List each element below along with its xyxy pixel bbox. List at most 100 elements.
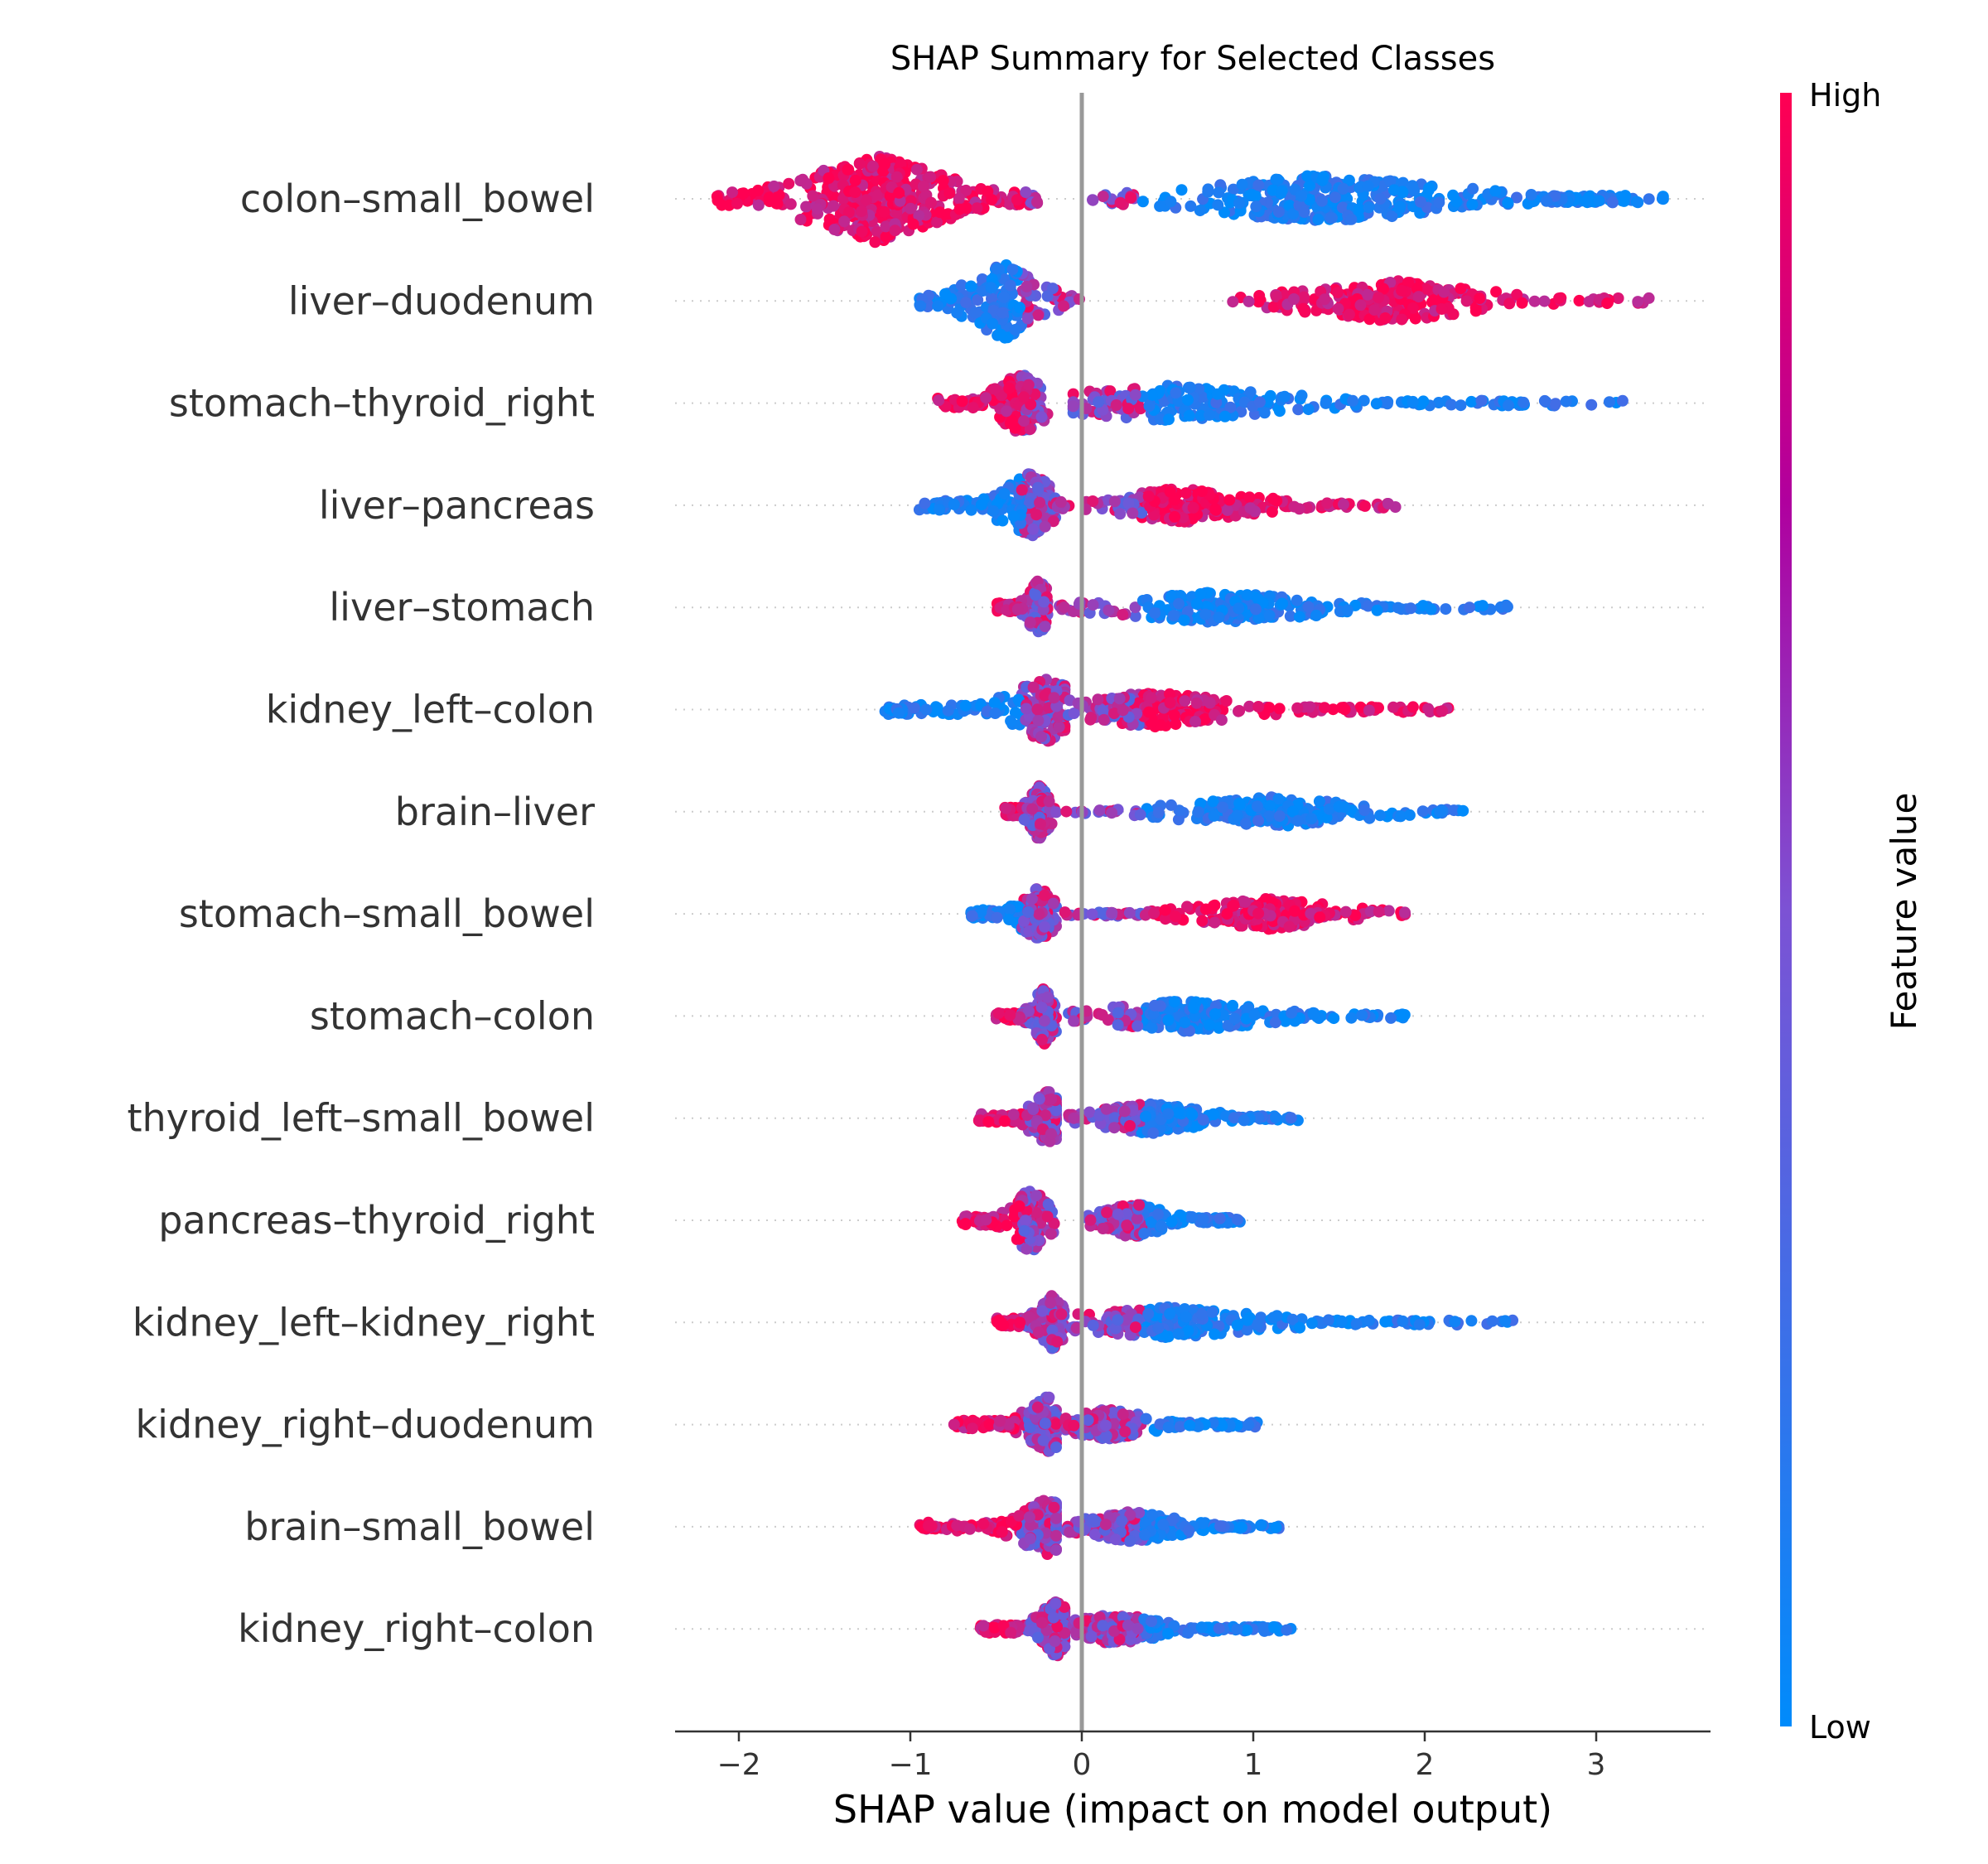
shap-point [1345,213,1358,225]
shap-point [1182,394,1194,406]
shap-point [866,160,879,172]
shap-point [1045,1093,1058,1105]
shap-point [1215,714,1228,727]
shap-point [1047,897,1059,910]
shap-point [1358,500,1371,512]
shap-point [794,214,807,225]
shap-point [1503,297,1516,310]
shap-point [982,1116,995,1128]
shap-point [1179,1017,1191,1029]
shap-point [980,392,992,404]
shap-point [1168,996,1180,1008]
shap-point [1291,814,1304,827]
shap-point [1338,498,1349,510]
shap-point [1143,706,1155,718]
shap-point [937,175,949,186]
shap-point [1288,293,1300,305]
shap-point [1104,385,1117,398]
chart-title: SHAP Summary for Selected Classes [890,40,1495,78]
shap-point [1337,182,1349,195]
shap-point [1436,705,1449,717]
shap-point [1319,702,1330,714]
shap-point [1302,601,1315,613]
shap-point [1211,388,1223,400]
shap-point [879,158,890,171]
shap-point [1416,805,1429,818]
shap-point [1289,905,1300,917]
shap-point [1113,693,1126,705]
shap-point [1593,195,1605,207]
shap-point [1385,1012,1397,1024]
shap-point [1106,807,1118,819]
shap-point [1209,504,1222,516]
shap-point [948,498,960,510]
shap-point [1134,809,1146,821]
shap-point [1440,603,1452,616]
shap-point [1194,205,1206,217]
shap-point [1031,703,1044,716]
shap-point [934,504,946,516]
shap-point [1213,186,1225,199]
shap-point [1143,400,1156,413]
shap-point [1270,173,1282,186]
shap-point [1035,818,1046,830]
shap-point [1009,324,1021,336]
shap-point [1373,905,1385,918]
shap-point [1339,703,1351,716]
shap-point [1612,292,1624,304]
shap-point [1122,403,1135,415]
shap-point [1396,313,1408,326]
shap-point [1474,292,1486,305]
shap-point [1170,910,1182,923]
shap-point [1207,1108,1219,1121]
shap-point [1347,394,1359,407]
shap-point [1188,1002,1200,1014]
shap-point [1403,809,1416,821]
shap-point [1048,692,1060,704]
shap-point [1199,903,1212,915]
shap-point [1236,178,1248,191]
shap-point [1172,1107,1185,1119]
shap-point [1538,295,1551,307]
shap-point [1251,800,1263,813]
shap-point [1603,396,1615,408]
shap-point [933,394,945,407]
shap-point [1297,302,1310,315]
shap-point [1168,709,1180,722]
shap-point [1068,1015,1080,1027]
shap-point [1142,490,1155,503]
shap-point [1511,191,1522,204]
shap-point [1179,695,1191,707]
shap-point [1083,1106,1096,1118]
shap-point [1228,1012,1241,1025]
shap-point [1302,403,1315,416]
shap-point [1518,396,1530,408]
shap-point [1108,1122,1121,1134]
shap-point [969,307,982,319]
shap-point [985,282,997,294]
shap-point [1382,905,1395,917]
shap-point [1276,597,1288,610]
data-points [711,151,1669,1662]
shap-point [1007,510,1020,523]
shap-point [1098,713,1110,726]
shap-point [1004,279,1016,292]
shap-point [1291,702,1304,714]
shap-point [1580,195,1592,207]
shap-point [1227,183,1239,196]
shap-point [967,402,979,414]
shap-point [1298,206,1310,218]
shap-point [1397,176,1409,189]
shap-point [1573,294,1585,307]
shap-point [910,163,923,176]
shap-point [1096,1009,1108,1021]
shap-point [1252,296,1265,308]
shap-point [1005,715,1017,727]
shap-point [991,911,1003,924]
shap-point [1368,304,1381,316]
shap-point [997,291,1010,303]
shap-point [1316,174,1329,186]
shap-point [1407,395,1419,408]
shap-point [1363,313,1376,326]
shap-point [913,210,925,222]
